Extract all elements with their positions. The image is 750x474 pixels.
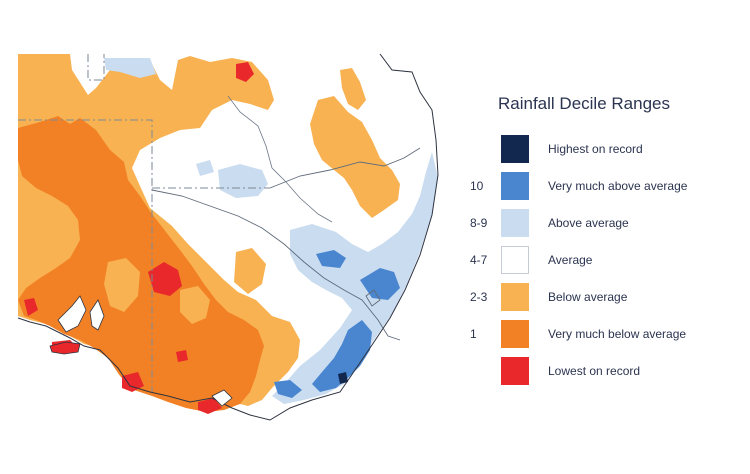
legend-item-average: 4-7 Average bbox=[470, 245, 750, 277]
legend-swatch-very-much-above bbox=[501, 172, 529, 200]
gulf-inlet-2 bbox=[89, 299, 105, 331]
nsw-qld-border bbox=[269, 147, 421, 189]
legend-range: 2-3 bbox=[470, 290, 488, 304]
region-lowest-2 bbox=[148, 262, 182, 296]
legend-swatch-below bbox=[501, 283, 529, 311]
region-below-inset-2 bbox=[104, 258, 140, 312]
legend-label: Highest on record bbox=[548, 142, 643, 156]
region-below-inset-1 bbox=[22, 196, 64, 254]
legend-range: 1 bbox=[470, 327, 477, 341]
region-lowest-3 bbox=[122, 372, 144, 392]
legend-label: Very much below average bbox=[548, 327, 687, 341]
region-highest bbox=[338, 372, 348, 384]
legend-item-lowest: Lowest on record bbox=[470, 356, 750, 388]
act-outline bbox=[365, 289, 381, 307]
region-above-average-2 bbox=[218, 164, 268, 198]
region-below-average-n bbox=[340, 68, 366, 110]
legend-range: 8-9 bbox=[470, 216, 488, 230]
legend-range: 4-7 bbox=[470, 253, 488, 267]
nsw-vic-border bbox=[151, 189, 401, 341]
legend-item-very-much-above: 10 Very much above average bbox=[470, 171, 750, 203]
region-above-average bbox=[272, 152, 438, 404]
river-line bbox=[227, 95, 333, 223]
legend-item-below: 2-3 Below average bbox=[470, 282, 750, 314]
coastline bbox=[17, 53, 439, 421]
legend-item-highest: Highest on record bbox=[470, 134, 750, 166]
gulf-inlet-1 bbox=[57, 295, 87, 333]
legend-swatch-above bbox=[501, 209, 529, 237]
region-lowest-6 bbox=[24, 298, 38, 316]
legend-title: Rainfall Decile Ranges bbox=[498, 94, 670, 113]
kangaroo-island bbox=[49, 341, 81, 355]
legend-label: Average bbox=[548, 253, 593, 267]
state-borders bbox=[18, 54, 270, 392]
legend-label: Below average bbox=[548, 290, 628, 304]
region-lowest-4 bbox=[198, 398, 222, 414]
region-lowest-7 bbox=[176, 350, 188, 362]
region-very-much-below bbox=[18, 116, 264, 412]
region-very-much-above-2 bbox=[316, 250, 346, 268]
region-very-much-above-4 bbox=[274, 380, 302, 398]
legend: Rainfall Decile Ranges Highest on record… bbox=[470, 0, 750, 474]
region-very-much-above bbox=[360, 268, 400, 300]
region-lowest-5 bbox=[236, 62, 254, 82]
legend-swatch-very-much-below bbox=[501, 320, 529, 348]
region-above-average-4 bbox=[104, 58, 156, 78]
region-above-average-3 bbox=[196, 160, 214, 176]
decile-map bbox=[17, 53, 439, 421]
legend-swatch-average bbox=[501, 246, 529, 274]
region-below-inset-3 bbox=[234, 248, 266, 294]
legend-swatch-highest bbox=[501, 135, 529, 163]
region-very-much-above-3 bbox=[312, 320, 372, 392]
port-phillip-bay bbox=[211, 389, 233, 407]
region-below-inset-4 bbox=[180, 286, 210, 324]
legend-label: Above average bbox=[548, 216, 629, 230]
legend-item-very-much-below: 1 Very much below average bbox=[470, 319, 750, 351]
legend-range: 10 bbox=[470, 179, 484, 193]
legend-swatch-lowest bbox=[501, 357, 529, 385]
legend-label: Lowest on record bbox=[548, 364, 641, 378]
legend-label: Very much above average bbox=[548, 179, 688, 193]
region-below-average-ne bbox=[310, 96, 400, 218]
legend-item-above: 8-9 Above average bbox=[470, 208, 750, 240]
